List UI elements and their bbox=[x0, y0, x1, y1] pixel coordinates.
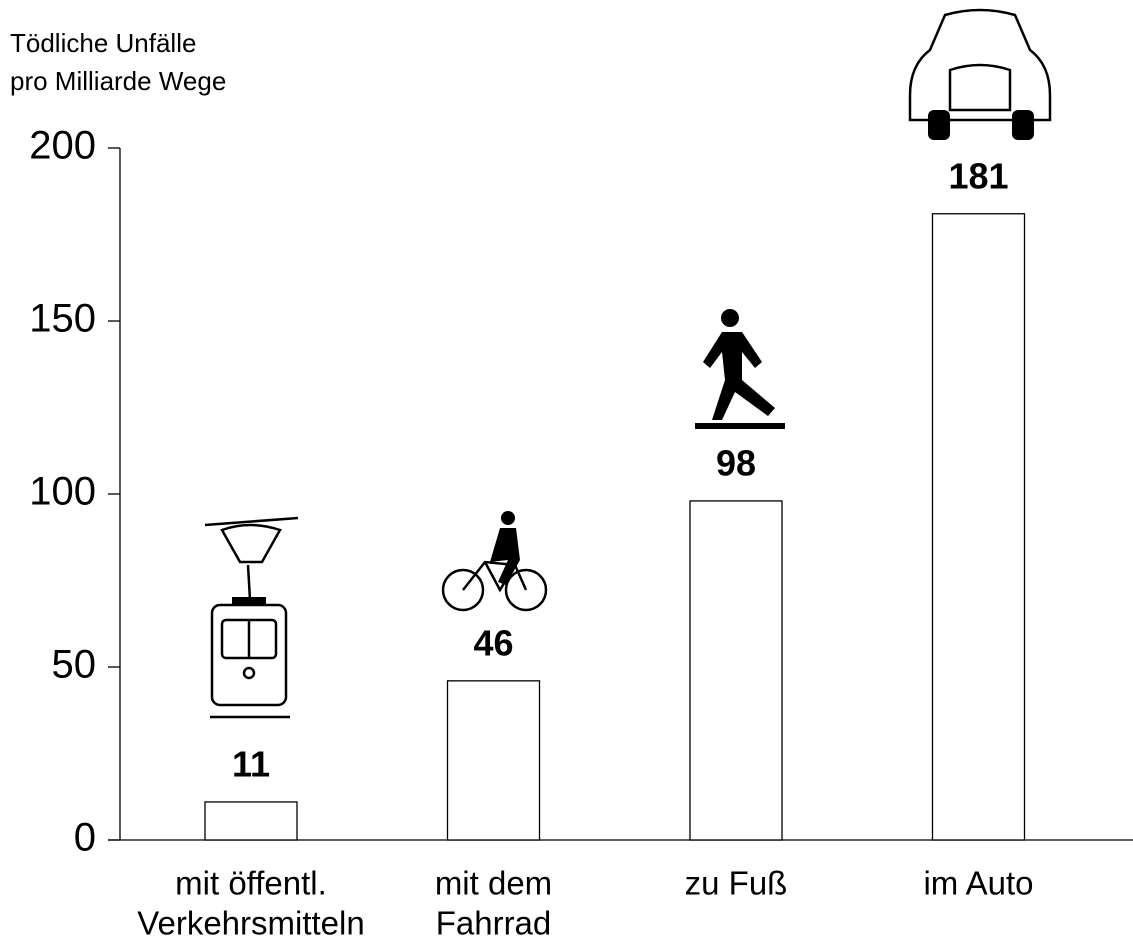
chart-title: Tödliche Unfälle bbox=[10, 28, 196, 58]
chart: Tödliche Unfälle pro Milliarde Wege 0 50 1… bbox=[0, 0, 1133, 944]
y-tick-label: 50 bbox=[52, 643, 97, 687]
x-tick-label: im Auto bbox=[923, 865, 1033, 902]
value-label: 46 bbox=[473, 622, 513, 663]
y-tick-label: 150 bbox=[29, 297, 96, 341]
x-tick-label: mit dem bbox=[435, 865, 552, 902]
chart-title: pro Milliarde Wege bbox=[10, 66, 226, 96]
y-tick-label: 200 bbox=[29, 124, 96, 168]
value-label: 181 bbox=[948, 155, 1008, 196]
bar bbox=[205, 802, 297, 840]
bar bbox=[933, 214, 1025, 840]
bar bbox=[690, 501, 782, 840]
tram-icon bbox=[205, 518, 298, 717]
bar bbox=[448, 681, 540, 840]
walker-icon bbox=[695, 309, 785, 429]
car-icon bbox=[910, 10, 1050, 140]
x-tick-label: Verkehrsmitteln bbox=[137, 905, 364, 942]
x-tick-label: Fahrrad bbox=[436, 905, 552, 942]
x-tick-label: mit öffentl. bbox=[175, 865, 327, 902]
y-tick-label: 0 bbox=[74, 816, 96, 860]
value-label: 98 bbox=[716, 442, 756, 483]
x-tick-label: zu Fuß bbox=[685, 865, 788, 902]
value-label: 11 bbox=[232, 743, 270, 784]
y-tick-label: 100 bbox=[29, 470, 96, 514]
bicycle-icon bbox=[443, 511, 546, 610]
